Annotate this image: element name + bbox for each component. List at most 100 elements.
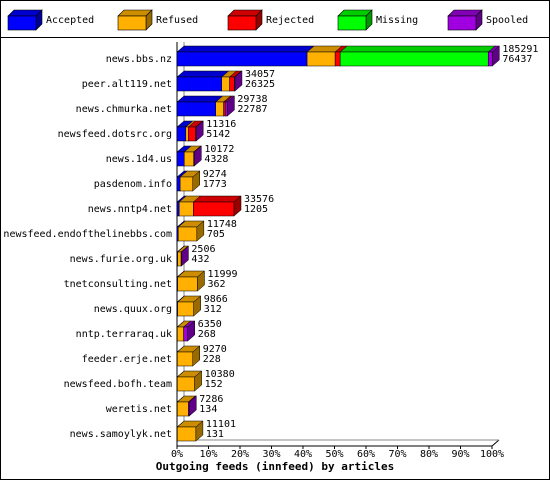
bar-segment [176,151,185,167]
offered-label: 9866 [204,294,228,305]
bar-segment [179,176,193,192]
y-tick-label: newsfeed.dotsrc.org [58,129,172,140]
y-tick-label: news.nntp4.net [88,204,172,215]
bar-segment [185,126,189,142]
x-tick-label: 30% [262,449,280,460]
y-tick-label: news.chmurka.net [76,104,172,115]
accepted-label: 432 [191,254,209,265]
legend-label: Rejected [266,15,314,26]
floor-edge [491,439,500,447]
bar-segment [339,51,489,67]
bar-segment [177,376,195,392]
legend-swatch [7,15,37,31]
bar-top [192,195,242,203]
y-tick-label: news.bbs.nz [106,54,172,65]
y-tick-label: news.samoylyk.net [70,429,172,440]
y-tick-label: news.furie.org.uk [70,254,172,265]
accepted-label: 362 [207,279,225,290]
accepted-label: 268 [198,329,216,340]
bar-segment [176,76,222,92]
x-tick-label: 100% [480,449,504,460]
legend-label: Accepted [46,15,94,26]
bar-segment [176,176,181,192]
bar-top [339,45,496,53]
bar-segment [183,326,188,342]
offered-label: 11101 [206,419,236,430]
bar-segment [221,76,230,92]
bar-segment [177,251,182,267]
accepted-label: 705 [207,229,225,240]
bar-segment [176,201,180,217]
bar-side [192,345,200,367]
legend-label: Spooled [486,15,528,26]
accepted-label: 26325 [245,79,275,90]
offered-label: 11748 [207,219,237,230]
y-tick-label: peer.alt119.net [82,79,172,90]
offered-label: 10380 [205,369,235,380]
y-tick-label: news.quux.org [94,304,172,315]
bar-segment [487,51,493,67]
y-tick-label: tnetconsulting.net [64,279,172,290]
accepted-label: 5142 [206,129,230,140]
x-tick-label: 60% [357,449,375,460]
y-tick-label: news.1d4.us [106,154,172,165]
bar-top [176,70,230,78]
y-tick-label: newsfeed.bofh.team [64,379,172,390]
bar-segment [215,101,224,117]
bar-segment [177,351,194,367]
offered-label: 7286 [199,394,223,405]
bar-segment [176,101,216,117]
x-tick-label: 10% [199,449,217,460]
x-tick-label: 70% [388,449,406,460]
bar-segment [193,201,235,217]
x-tick-label: 80% [420,449,438,460]
accepted-label: 22787 [237,104,267,115]
bar-segment [183,151,194,167]
bar-side [187,320,195,342]
bar-segment [176,126,187,142]
bar-segment [177,426,197,442]
accepted-label: 134 [199,404,217,415]
y-tick-label: feeder.erje.net [82,354,172,365]
bar-segment [229,76,235,92]
legend-label: Missing [376,15,418,26]
bar-top [176,45,315,53]
bar-segment [178,226,198,242]
legend-label: Refused [156,15,198,26]
bar-segment [334,51,341,67]
offered-label: 11999 [207,269,237,280]
legend-swatch [227,15,257,31]
accepted-label: 152 [205,379,223,390]
y-tick-label: pasdenom.info [94,179,172,190]
offered-label: 29738 [237,94,267,105]
accepted-label: 228 [203,354,221,365]
offered-label: 2506 [191,244,215,255]
y-tick-label: newsfeed.endofthelinebbs.com [3,229,172,240]
x-tick-label: 50% [325,449,343,460]
bar-segment [177,301,194,317]
bar-side [227,95,235,117]
y-tick-label: weretis.net [106,404,172,415]
offered-label: 10172 [204,144,234,155]
offered-label: 6350 [198,319,222,330]
bar-side [233,195,242,217]
offered-label: 11316 [206,119,236,130]
x-tick-label: 20% [231,449,249,460]
offered-label: 9274 [203,169,227,180]
accepted-label: 76437 [502,54,532,65]
bar-side [195,120,204,142]
bar-segment [176,51,308,67]
bar-segment [177,326,184,342]
y-tick-label: nntp.terraraq.uk [76,329,172,340]
bar-side [492,45,500,67]
bar-segment [224,101,228,117]
bar-side [181,245,189,267]
bar-side [196,220,205,242]
x-tick-label: 90% [451,449,469,460]
bar-side [194,370,202,392]
bar-side [193,295,201,317]
offered-label: 33576 [244,194,274,205]
accepted-label: 131 [206,429,224,440]
